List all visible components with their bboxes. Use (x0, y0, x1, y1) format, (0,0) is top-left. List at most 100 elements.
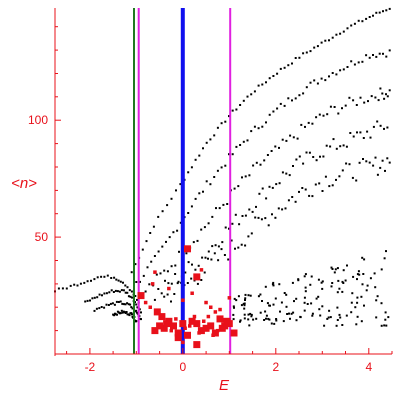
data-point (383, 257, 386, 260)
data-point (291, 99, 293, 102)
data-point (130, 271, 133, 274)
data-point (386, 95, 389, 98)
highlight-point (160, 324, 168, 332)
highlight-point (213, 310, 218, 314)
data-point (251, 210, 254, 213)
x-tick-label: 0 (179, 360, 186, 374)
data-point (224, 120, 227, 123)
data-point (385, 55, 388, 58)
data-point (140, 311, 142, 314)
data-point (331, 72, 334, 74)
data-point (356, 278, 358, 281)
data-point (356, 296, 359, 299)
data-point (221, 241, 224, 244)
data-point (209, 183, 212, 186)
data-point (166, 270, 169, 273)
data-point (351, 292, 354, 295)
data-point (214, 244, 217, 247)
data-point (303, 301, 306, 304)
data-point (187, 171, 190, 174)
highlight-point (143, 300, 148, 305)
data-point (119, 312, 122, 315)
data-point (69, 284, 72, 287)
data-point (274, 216, 277, 219)
data-point (237, 185, 240, 188)
data-point (179, 183, 182, 186)
data-point (360, 320, 363, 323)
data-point (286, 313, 289, 315)
data-point (375, 11, 378, 14)
data-point (276, 107, 279, 110)
data-point (374, 156, 377, 159)
data-point (200, 228, 203, 231)
data-point (359, 96, 362, 99)
data-point (346, 27, 349, 30)
data-point (257, 84, 260, 87)
data-point (191, 263, 193, 266)
data-point (326, 113, 329, 116)
data-point (250, 93, 253, 96)
data-point (170, 197, 173, 200)
data-point (272, 284, 275, 287)
data-point (352, 99, 355, 102)
data-point (348, 163, 351, 166)
data-point (192, 241, 195, 244)
data-point (319, 155, 321, 158)
data-point (295, 297, 298, 300)
data-point (382, 52, 384, 55)
data-point (127, 295, 130, 298)
data-point (247, 294, 250, 297)
data-point (185, 252, 188, 255)
data-point (293, 300, 295, 303)
data-point (378, 52, 381, 55)
data-point (231, 222, 234, 225)
data-point (365, 289, 368, 292)
highlight-point (202, 324, 210, 332)
data-point (138, 308, 141, 311)
data-point (375, 55, 378, 58)
data-point (333, 271, 336, 274)
data-point (349, 132, 352, 134)
data-point (357, 270, 360, 273)
highlight-point (227, 296, 232, 300)
data-point (366, 284, 369, 287)
data-point (329, 145, 332, 148)
data-point (226, 203, 229, 205)
data-point (202, 190, 204, 193)
data-point (308, 151, 311, 154)
data-point (196, 239, 199, 242)
highlight-point (148, 305, 152, 309)
data-point (110, 289, 113, 292)
data-point (313, 79, 316, 82)
data-point (321, 287, 324, 290)
data-point (247, 313, 250, 316)
data-point (166, 293, 169, 296)
data-point (129, 295, 132, 298)
data-point (255, 161, 258, 164)
highlight-point (202, 319, 206, 323)
data-point (277, 207, 280, 210)
data-point (324, 79, 327, 82)
x-axis-title: E (219, 377, 230, 394)
data-point (240, 243, 243, 246)
data-point (356, 273, 359, 276)
data-point (239, 144, 242, 146)
highlight-point (211, 329, 219, 337)
data-point (264, 285, 267, 288)
highlight-point (184, 245, 191, 253)
data-point (338, 313, 341, 316)
data-point (322, 155, 325, 158)
data-point (297, 278, 300, 281)
data-point (320, 281, 323, 284)
data-point (131, 296, 134, 299)
data-point (113, 276, 116, 279)
data-point (103, 292, 106, 295)
data-point (163, 295, 166, 298)
data-point (173, 293, 176, 295)
data-point (279, 67, 282, 70)
data-point (120, 309, 123, 312)
data-point (309, 50, 312, 53)
data-point (283, 104, 286, 107)
data-point (268, 185, 271, 188)
data-point (233, 306, 235, 309)
